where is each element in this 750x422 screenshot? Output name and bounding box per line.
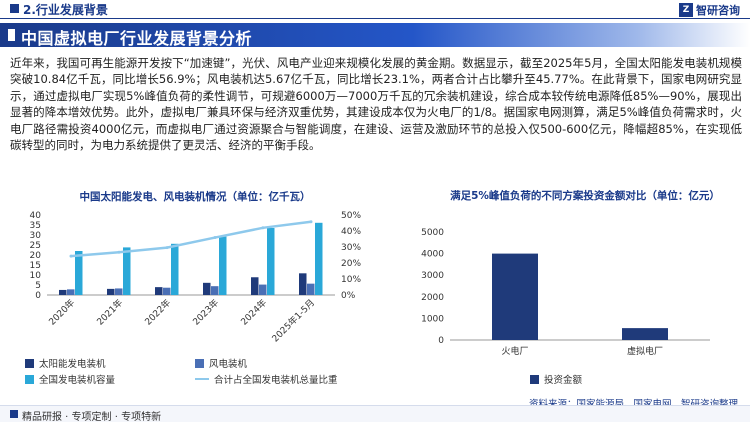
chart1-y-tick-label: 35 [30, 221, 41, 231]
chart1-share-point [309, 220, 313, 224]
brand-logo: Z 智研咨询 [679, 2, 740, 18]
chart1-bar [203, 282, 211, 295]
chart1-x-tick-label: 2020年 [46, 297, 77, 328]
banner-marker-icon [8, 29, 15, 41]
chart1-bar [219, 236, 227, 295]
legend-swatch-share [195, 378, 209, 380]
chart1-share-point [261, 226, 265, 230]
chart2-title: 满足5%峰值负荷的不同方案投资金额对比（单位：亿元） [450, 190, 720, 202]
chart1-bar [211, 286, 219, 295]
legend-item-solar: 太阳能发电装机 [25, 356, 106, 370]
chart1-share-point [213, 236, 217, 240]
chart1-y2-tick-label: 30% [341, 243, 361, 253]
chart1-bar [115, 288, 123, 295]
chart2-y-tick-label: 2000 [421, 293, 444, 303]
chart1-x-tick-label: 2025年1-5月 [269, 297, 317, 345]
legend-item-total: 全国发电装机容量 [25, 372, 115, 386]
chart1-bar [259, 284, 267, 295]
body-paragraph: 近年来，我国可再生能源开发按下“加速键”，光伏、风电产业迎来规模化发展的黄金期。… [10, 56, 742, 153]
chart1-bar [251, 277, 259, 295]
legend-swatch-investment [530, 374, 539, 384]
chart1-y2-tick-label: 40% [341, 227, 361, 237]
chart1-bar [107, 288, 115, 295]
chart1-share-point [117, 250, 121, 254]
chart2-x-tick-label: 火电厂 [501, 345, 528, 357]
chart1-bar [307, 283, 315, 295]
source-note: 资料来源：国家能源局、国家电网、智研咨询整理 [529, 396, 738, 410]
legend-label-solar: 太阳能发电装机 [39, 359, 106, 370]
chart1-bar [155, 287, 163, 295]
legend-item-share: 合计占全国发电装机总量比重 [195, 372, 338, 386]
chart1-bar [267, 228, 275, 295]
top-divider [0, 18, 750, 19]
chart2-investment-comparison: 0 1000 2000 3000 4000 5000 火电厂 虚拟电厂 [421, 228, 710, 357]
logo-text: 智研咨询 [696, 4, 740, 17]
legend-label-total: 全国发电装机容量 [39, 375, 116, 386]
chart1-y2-tick-label: 10% [341, 275, 361, 285]
footer-square-icon [10, 410, 18, 418]
legend-swatch-wind [195, 358, 204, 368]
chart2-bar [492, 253, 538, 340]
chart2-y-tick-label: 0 [438, 336, 444, 346]
top-bar: 2.行业发展背景 Z 智研咨询 [0, 0, 750, 19]
section-title: 2.行业发展背景 [23, 3, 108, 17]
chart1-y-tick-label: 25 [30, 241, 41, 251]
chart1-share-line [70, 220, 312, 258]
section-square-icon [10, 4, 19, 13]
logo-mark-icon: Z [679, 3, 693, 17]
legend-label-wind: 风电装机 [209, 359, 248, 370]
chart2-x-tick-label: 虚拟电厂 [627, 345, 663, 357]
chart1-y-tick-label: 15 [30, 261, 41, 271]
chart1-x-tick-label: 2023年 [190, 297, 221, 328]
title-banner: 中国虚拟电厂行业发展背景分析 [0, 23, 750, 48]
chart1-title: 中国太阳能发电、风电装机情况（单位：亿千瓦） [79, 191, 311, 203]
chart1-y-tick-label: 30 [30, 231, 42, 241]
legend-item-wind: 风电装机 [195, 356, 247, 370]
chart1-bar [171, 243, 179, 295]
chart2-y-tick-label: 4000 [421, 250, 444, 260]
chart1-y-tick-label: 10 [30, 271, 42, 281]
chart1-share-point [69, 254, 73, 258]
chart1-bar [59, 289, 67, 295]
chart1-bar [163, 287, 171, 295]
chart1-bar [67, 289, 75, 295]
legend-swatch-total [25, 374, 34, 384]
legend-label-investment: 投资金额 [544, 375, 583, 386]
chart1-bar [315, 222, 323, 295]
chart2-bar [622, 328, 668, 340]
footer-bar: 精品研报 · 专项定制 · 专项特新 [0, 405, 750, 422]
legend-item-investment: 投资金额 [530, 372, 582, 386]
chart2-y-tick-label: 1000 [421, 314, 444, 324]
chart2-y-tick-label: 3000 [421, 271, 444, 281]
chart1-x-tick-label: 2024年 [238, 297, 269, 328]
chart1-y2-tick-label: 50% [341, 211, 361, 221]
chart1-share-point [165, 246, 169, 250]
chart1-y-tick-label: 40 [30, 211, 42, 221]
chart1-bar [299, 273, 307, 295]
chart1-bar [75, 251, 83, 295]
footer-text: 精品研报 · 专项定制 · 专项特新 [22, 412, 162, 422]
chart1-y-tick-label: 5 [35, 281, 41, 291]
page-title: 中国虚拟电厂行业发展背景分析 [21, 29, 253, 48]
chart1-y-tick-label: 20 [30, 251, 42, 261]
chart1-y2-tick-label: 0% [341, 291, 356, 301]
chart1-y-tick-label: 0 [35, 291, 41, 301]
chart1-x-tick-label: 2022年 [142, 297, 173, 328]
legend-swatch-solar [25, 358, 34, 368]
chart1-y2-tick-label: 20% [341, 259, 361, 269]
chart2-y-tick-label: 5000 [421, 228, 444, 238]
chart1-x-tick-label: 2021年 [94, 297, 125, 328]
chart1-bar [123, 247, 131, 295]
legend-label-share: 合计占全国发电装机总量比重 [214, 375, 338, 386]
